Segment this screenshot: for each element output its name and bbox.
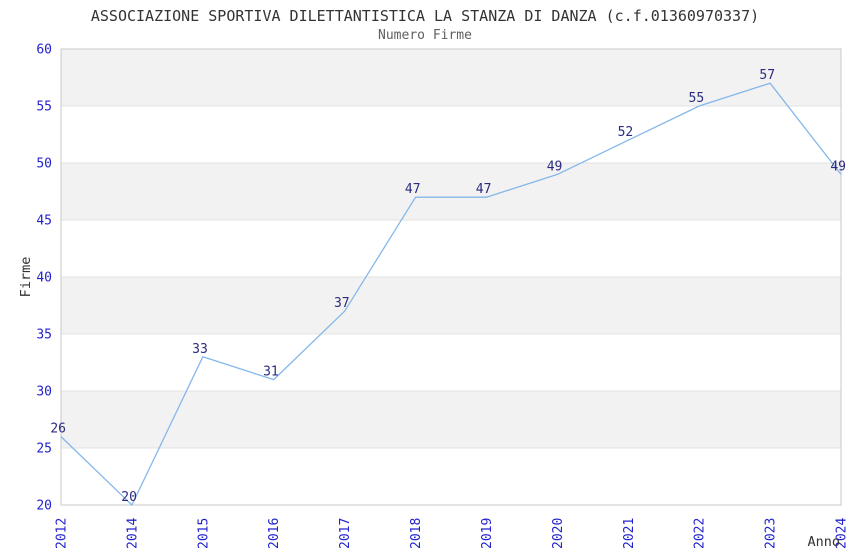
data-label: 26: [50, 422, 66, 437]
data-line: [60, 82, 842, 506]
chart-subtitle: Numero Firme: [378, 28, 472, 43]
y-tick-label: 20: [36, 499, 52, 514]
y-tick-label: 30: [36, 385, 52, 400]
data-label: 47: [405, 182, 421, 197]
data-label: 20: [121, 490, 137, 505]
y-tick-label: 60: [36, 43, 52, 58]
data-label: 57: [759, 68, 775, 83]
chart-title: ASSOCIAZIONE SPORTIVA DILETTANTISTICA LA…: [90, 7, 760, 25]
y-tick-label: 50: [36, 157, 52, 172]
x-tick-label: 2015: [196, 518, 211, 549]
data-label: 37: [334, 296, 350, 311]
x-tick-label: 2016: [267, 518, 282, 549]
x-tick-label: 2018: [409, 518, 424, 549]
grid-band: [61, 277, 841, 334]
data-label: 31: [263, 365, 279, 380]
plot-border: [60, 48, 842, 506]
grid-band: [61, 49, 841, 106]
y-tick-label: 45: [36, 214, 52, 229]
y-tick-label: 40: [36, 271, 52, 286]
y-tick-label: 35: [36, 328, 52, 343]
x-tick-label: 2014: [125, 518, 140, 549]
x-tick-label: 2019: [480, 518, 495, 549]
grid-band: [61, 391, 841, 448]
x-tick-label: 2020: [551, 518, 566, 549]
data-label: 33: [192, 342, 208, 357]
data-label: 49: [547, 159, 563, 174]
data-label: 52: [618, 125, 634, 140]
y-tick-label: 25: [36, 442, 52, 457]
x-tick-label: 2017: [338, 518, 353, 549]
x-tick-label: 2022: [693, 518, 708, 549]
x-tick-label: 2012: [55, 518, 70, 549]
x-tick-label: 2023: [764, 518, 779, 549]
data-label: 47: [476, 182, 492, 197]
x-tick-label: 2021: [622, 518, 637, 549]
x-axis-label: Anno: [807, 534, 840, 550]
data-label: 55: [689, 91, 705, 106]
y-tick-label: 55: [36, 100, 52, 115]
grid-band: [61, 163, 841, 220]
y-axis-label: Firme: [18, 257, 34, 298]
x-tick-label: 2024: [835, 518, 850, 549]
data-label: 49: [830, 159, 846, 174]
